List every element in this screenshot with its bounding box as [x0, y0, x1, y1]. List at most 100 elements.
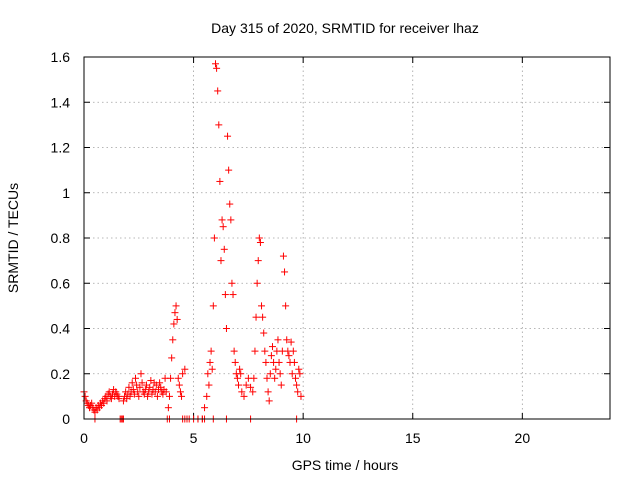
data-point — [218, 216, 226, 224]
y-tick-label: 0 — [62, 411, 70, 427]
data-point — [165, 392, 173, 400]
y-axis-title: SRMTID / TECUs — [5, 183, 21, 293]
data-point — [267, 352, 275, 360]
data-point — [265, 397, 273, 405]
data-point — [168, 354, 176, 362]
data-point — [228, 279, 236, 287]
data-point — [276, 370, 284, 378]
data-point — [169, 336, 177, 344]
data-point — [217, 257, 225, 265]
data-point — [219, 223, 227, 231]
data-point — [230, 347, 238, 355]
data-point — [125, 383, 133, 391]
data-point — [214, 87, 222, 95]
data-point — [268, 343, 276, 351]
data-point — [210, 234, 218, 242]
x-tick-label: 0 — [80, 430, 88, 446]
data-point — [174, 374, 182, 382]
y-tick-label: 1.6 — [51, 49, 71, 65]
data-point — [263, 374, 271, 382]
data-point — [207, 347, 215, 355]
y-tick-label: 1.2 — [51, 140, 71, 156]
x-tick-label: 15 — [405, 430, 421, 446]
data-point — [225, 166, 233, 174]
y-tick-label: 0.4 — [51, 321, 71, 337]
axis-ticks: 0 0.2 0.4 0.6 0.8 1 1.2 1.4 1.6 0 5 10 15 20 — [51, 49, 610, 446]
x-tick-label: 20 — [515, 430, 531, 446]
data-point — [290, 358, 298, 366]
data-point — [294, 388, 302, 396]
data-point — [253, 279, 261, 287]
data-point — [222, 325, 230, 332]
data-point — [162, 388, 170, 396]
data-point — [291, 374, 299, 382]
data-point — [201, 404, 209, 412]
data-point — [220, 245, 228, 253]
data-point — [137, 370, 145, 378]
data-point — [283, 336, 291, 344]
data-point — [226, 200, 234, 208]
x-tick-label: 10 — [295, 430, 311, 446]
data-point — [144, 392, 152, 400]
data-point — [81, 392, 89, 400]
data-point — [250, 374, 258, 382]
data-point — [249, 388, 257, 396]
data-point — [295, 365, 303, 373]
data-point — [259, 313, 267, 321]
data-point — [178, 392, 186, 400]
y-tick-label: 1.4 — [51, 94, 71, 110]
data-point — [175, 381, 183, 389]
data-point — [297, 392, 305, 400]
plot-frame — [83, 56, 611, 420]
y-tick-label: 1 — [62, 185, 70, 201]
data-point — [115, 395, 123, 403]
data-point — [277, 381, 285, 389]
data-point — [212, 60, 219, 68]
data-point — [261, 347, 269, 355]
data-point — [275, 358, 283, 366]
data-point — [237, 370, 245, 378]
data-point — [209, 302, 217, 310]
data-point — [88, 399, 96, 407]
data-point — [126, 392, 134, 400]
data-point — [281, 268, 289, 276]
data-point — [132, 374, 140, 382]
data-point — [224, 132, 232, 140]
data-point — [235, 381, 243, 389]
x-tick-label: 5 — [190, 430, 198, 446]
data-point — [156, 379, 164, 387]
data-point — [262, 358, 270, 366]
data-point — [274, 336, 282, 344]
data-point — [153, 392, 161, 400]
data-point — [287, 338, 295, 346]
y-tick-label: 0.6 — [51, 275, 71, 291]
chart-title: Day 315 of 2020, SRMTID for receiver lha… — [211, 20, 479, 36]
data-point — [252, 313, 260, 321]
data-point — [233, 374, 241, 382]
data-point — [255, 234, 263, 242]
data-point — [208, 365, 216, 373]
data-point — [216, 177, 224, 185]
data-point — [205, 381, 213, 389]
data-point — [242, 381, 250, 389]
data-point — [238, 388, 246, 396]
data-point — [264, 388, 272, 396]
data-point — [231, 358, 239, 366]
data-point — [256, 239, 264, 247]
data-point — [167, 374, 175, 382]
data-point — [206, 358, 214, 366]
data-point — [282, 302, 290, 310]
data-point — [251, 347, 259, 355]
data-point — [289, 347, 297, 355]
data-point — [203, 392, 211, 400]
y-tick-label: 0.8 — [51, 230, 71, 246]
x-axis-title: GPS time / hours — [292, 457, 399, 473]
data-point — [136, 383, 144, 391]
data-point — [215, 121, 223, 129]
data-point — [213, 64, 221, 72]
data-point — [221, 291, 229, 299]
data-point — [171, 309, 179, 317]
data-point — [164, 404, 172, 412]
data-point — [176, 388, 184, 396]
